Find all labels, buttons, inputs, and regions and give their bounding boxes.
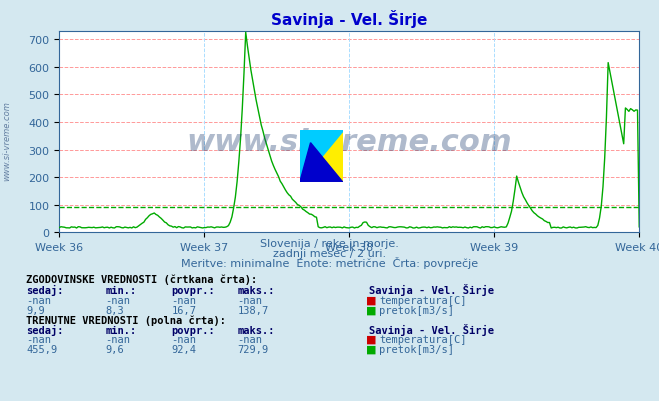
Text: www.si-vreme.com: www.si-vreme.com xyxy=(186,128,512,157)
Title: Savinja - Vel. Širje: Savinja - Vel. Širje xyxy=(271,10,428,28)
Text: -nan: -nan xyxy=(105,295,130,305)
Text: -nan: -nan xyxy=(171,295,196,305)
Text: -nan: -nan xyxy=(26,295,51,305)
Text: pretok[m3/s]: pretok[m3/s] xyxy=(379,344,454,354)
Text: 16,7: 16,7 xyxy=(171,305,196,315)
Text: maks.:: maks.: xyxy=(237,325,275,335)
Text: -nan: -nan xyxy=(26,334,51,344)
Text: www.si-vreme.com: www.si-vreme.com xyxy=(2,101,11,180)
Text: Slovenija / reke in morje.: Slovenija / reke in morje. xyxy=(260,239,399,249)
Text: ■: ■ xyxy=(366,344,376,354)
Text: -nan: -nan xyxy=(105,334,130,344)
Text: 9,9: 9,9 xyxy=(26,305,45,315)
Text: ■: ■ xyxy=(366,334,376,344)
Polygon shape xyxy=(300,143,343,182)
Text: 8,3: 8,3 xyxy=(105,305,124,315)
Text: povpr.:: povpr.: xyxy=(171,286,215,296)
Text: Savinja - Vel. Širje: Savinja - Vel. Širje xyxy=(369,323,494,335)
Text: 92,4: 92,4 xyxy=(171,344,196,354)
Text: -nan: -nan xyxy=(171,334,196,344)
Polygon shape xyxy=(300,130,343,182)
Text: min.:: min.: xyxy=(105,325,136,335)
Text: -nan: -nan xyxy=(237,295,262,305)
Text: -nan: -nan xyxy=(237,334,262,344)
Polygon shape xyxy=(300,130,343,182)
Text: 138,7: 138,7 xyxy=(237,305,268,315)
Text: Meritve: minimalne  Enote: metrične  Črta: povprečje: Meritve: minimalne Enote: metrične Črta:… xyxy=(181,257,478,269)
Text: ■: ■ xyxy=(366,305,376,315)
Text: Savinja - Vel. Širje: Savinja - Vel. Širje xyxy=(369,284,494,296)
Text: TRENUTNE VREDNOSTI (polna črta):: TRENUTNE VREDNOSTI (polna črta): xyxy=(26,314,226,325)
Text: temperatura[C]: temperatura[C] xyxy=(379,334,467,344)
Text: temperatura[C]: temperatura[C] xyxy=(379,295,467,305)
Text: ■: ■ xyxy=(366,295,376,305)
Text: pretok[m3/s]: pretok[m3/s] xyxy=(379,305,454,315)
Text: 729,9: 729,9 xyxy=(237,344,268,354)
Text: ZGODOVINSKE VREDNOSTI (črtkana črta):: ZGODOVINSKE VREDNOSTI (črtkana črta): xyxy=(26,274,258,285)
Text: 455,9: 455,9 xyxy=(26,344,57,354)
Text: sedaj:: sedaj: xyxy=(26,285,64,296)
Text: 9,6: 9,6 xyxy=(105,344,124,354)
Text: sedaj:: sedaj: xyxy=(26,324,64,335)
Text: maks.:: maks.: xyxy=(237,286,275,296)
Text: povpr.:: povpr.: xyxy=(171,325,215,335)
Text: min.:: min.: xyxy=(105,286,136,296)
Text: zadnji mesec / 2 uri.: zadnji mesec / 2 uri. xyxy=(273,249,386,259)
